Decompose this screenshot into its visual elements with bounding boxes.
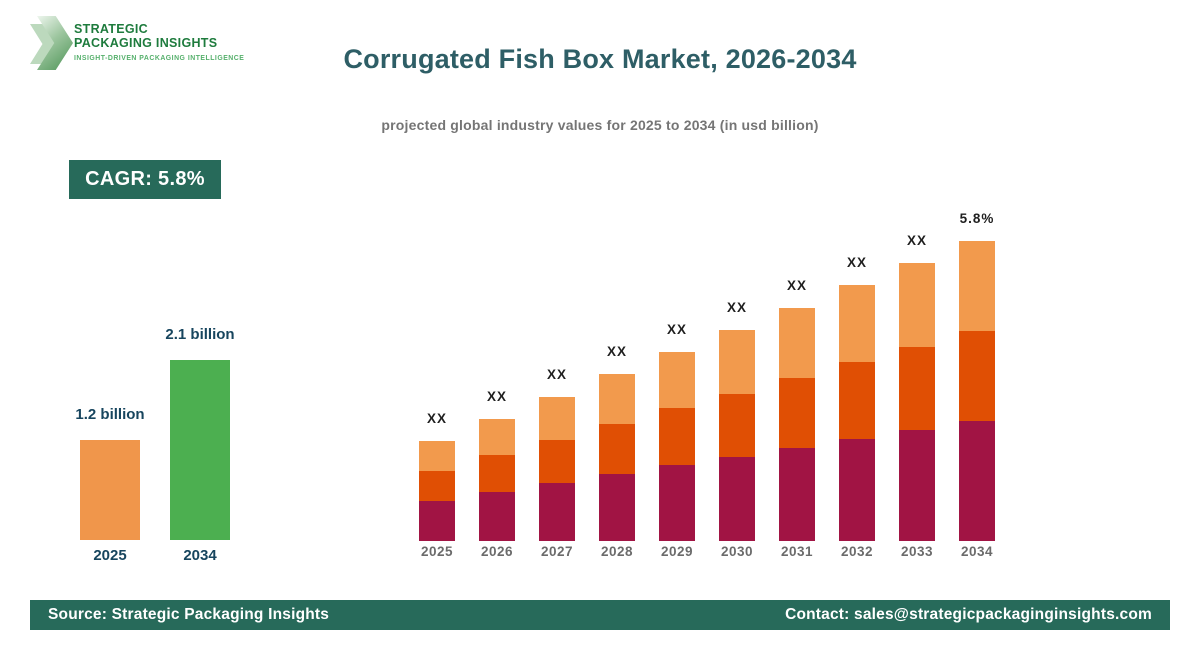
bar-value-label: XX xyxy=(486,389,507,404)
stacked-bar-2034: 5.8% 2034 xyxy=(959,211,995,559)
segment-bottom xyxy=(599,474,635,541)
x-axis-label: 2031 xyxy=(780,544,814,559)
summary-bar-2025: 1.2 billion 2025 xyxy=(75,406,144,564)
segment-bottom xyxy=(479,492,515,541)
x-axis-label: 2026 xyxy=(480,544,514,559)
bar-value-label: XX xyxy=(726,300,747,315)
bar-value-label: XX xyxy=(546,367,567,382)
logo-line1: STRATEGIC xyxy=(74,22,148,36)
logo: STRATEGIC PACKAGING INSIGHTS INSIGHT-DRI… xyxy=(28,14,258,74)
bar-value-label: XX xyxy=(786,278,807,293)
cagr-badge: CAGR: 5.8% xyxy=(69,160,221,199)
segment-top xyxy=(719,330,755,394)
segment-top xyxy=(659,352,695,408)
bar-value-label: 5.8% xyxy=(959,211,995,226)
page-subtitle: projected global industry values for 202… xyxy=(381,117,819,133)
segment-middle xyxy=(959,331,995,421)
segment-top xyxy=(839,285,875,362)
bar-value-label: XX xyxy=(426,411,447,426)
x-axis-label: 2029 xyxy=(660,544,694,559)
bar-value-label: XX xyxy=(906,233,927,248)
x-axis-label: 2034 xyxy=(960,544,994,559)
stacked-bar-2028: XX 2028 xyxy=(599,344,635,559)
bar-value-label: XX xyxy=(846,255,867,270)
segment-bottom xyxy=(839,439,875,541)
segment-top xyxy=(959,241,995,331)
segment-middle xyxy=(419,471,455,501)
bar-value-label: XX xyxy=(606,344,627,359)
summary-axis-label: 2034 xyxy=(183,547,217,564)
x-axis-label: 2033 xyxy=(900,544,934,559)
segment-top xyxy=(779,308,815,378)
stacked-bar-2029: XX 2029 xyxy=(659,322,695,559)
segment-middle xyxy=(719,394,755,457)
page-title: Corrugated Fish Box Market, 2026-2034 xyxy=(343,44,857,74)
summary-bar-chart: 1.2 billion 2025 2.1 billion 2034 xyxy=(75,320,234,564)
summary-value-label: 2.1 billion xyxy=(165,326,235,343)
logo-text: STRATEGIC PACKAGING INSIGHTS INSIGHT-DRI… xyxy=(74,22,244,62)
segment-top xyxy=(899,263,935,347)
stacked-bar-2025: XX 2025 xyxy=(419,411,455,559)
summary-bar-rect xyxy=(80,440,140,540)
segment-middle xyxy=(599,424,635,474)
segment-bottom xyxy=(719,457,755,541)
footer-source: Source: Strategic Packaging Insights xyxy=(48,606,330,623)
segment-top xyxy=(599,374,635,424)
summary-bar-2034: 2.1 billion 2034 xyxy=(165,326,234,564)
segment-bottom xyxy=(419,501,455,541)
summary-bar-rect xyxy=(170,360,230,540)
x-axis-label: 2030 xyxy=(720,544,754,559)
stacked-bar-chart: XX 2025 XX 2026 XX 2027 XX 2028 XX 2029 XX 2030 XX 20… xyxy=(419,200,995,559)
x-axis-label: 2028 xyxy=(600,544,634,559)
stacked-bar-2030: XX 2030 xyxy=(719,300,755,559)
segment-bottom xyxy=(959,421,995,541)
segment-bottom xyxy=(779,448,815,541)
segment-middle xyxy=(899,347,935,430)
segment-middle xyxy=(779,378,815,448)
x-axis-label: 2027 xyxy=(540,544,574,559)
segment-top xyxy=(539,397,575,440)
stacked-bar-2032: XX 2032 xyxy=(839,255,875,559)
x-axis-label: 2032 xyxy=(840,544,874,559)
segment-middle xyxy=(839,362,875,439)
logo-line2: PACKAGING INSIGHTS xyxy=(74,36,218,50)
stacked-bar-2027: XX 2027 xyxy=(539,367,575,559)
bar-value-label: XX xyxy=(666,322,687,337)
segment-bottom xyxy=(899,430,935,541)
x-axis-label: 2025 xyxy=(420,544,454,559)
segment-top xyxy=(479,419,515,455)
segment-bottom xyxy=(659,465,695,541)
footer-contact: Contact: sales@strategicpackaginginsight… xyxy=(785,606,1152,623)
segment-top xyxy=(419,441,455,471)
segment-bottom xyxy=(539,483,575,541)
footer-bar: Source: Strategic Packaging Insights Con… xyxy=(30,600,1170,630)
stacked-bar-2033: XX 2033 xyxy=(899,233,935,559)
summary-value-label: 1.2 billion xyxy=(75,406,145,423)
summary-axis-label: 2025 xyxy=(93,547,127,564)
logo-tagline: INSIGHT-DRIVEN PACKAGING INTELLIGENCE xyxy=(74,55,245,62)
segment-middle xyxy=(479,455,515,492)
segment-middle xyxy=(539,440,575,483)
stacked-bar-2026: XX 2026 xyxy=(479,389,515,559)
stacked-bar-2031: XX 2031 xyxy=(779,278,815,559)
segment-middle xyxy=(659,408,695,465)
